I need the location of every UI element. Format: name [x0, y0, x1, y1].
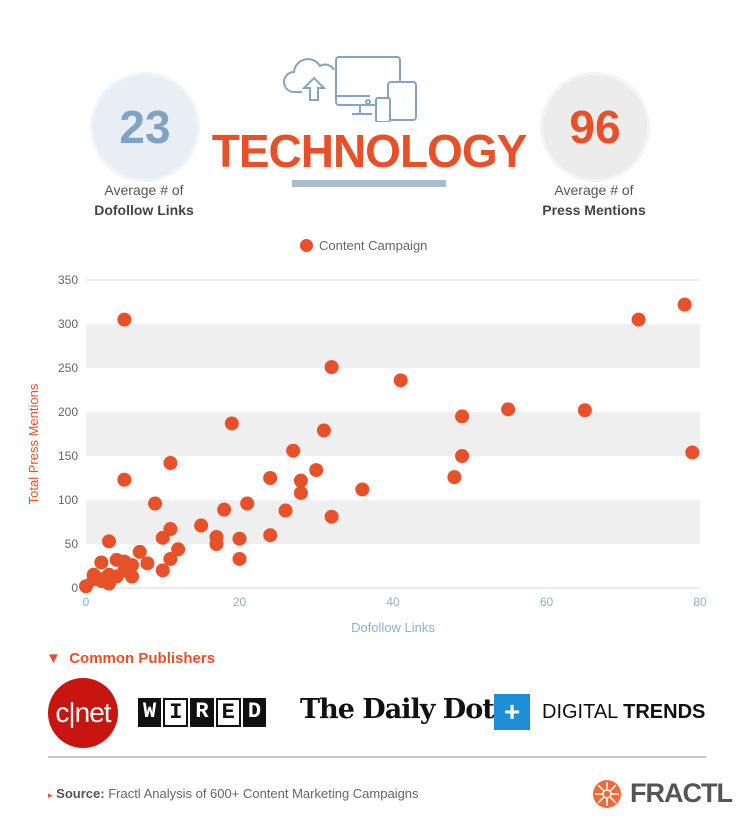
- data-point: [293, 485, 308, 500]
- y-tick-label: 150: [58, 449, 78, 463]
- avg-press-mentions-label: Average # of Press Mentions: [514, 180, 674, 220]
- avg-dofollow-links-value: 23: [90, 72, 200, 182]
- triangle-down-icon: ▼: [46, 650, 61, 667]
- source-label: Source:: [56, 786, 105, 801]
- data-point: [155, 563, 170, 578]
- data-point: [455, 409, 470, 424]
- data-point: [171, 542, 186, 557]
- bullet-icon: ▸: [48, 790, 53, 800]
- legend-marker: [300, 239, 313, 252]
- source-text: Fractl Analysis of 600+ Content Marketin…: [108, 786, 419, 801]
- grid-band: [86, 500, 700, 544]
- data-point: [117, 472, 132, 487]
- x-tick-label: 0: [83, 595, 90, 609]
- y-tick-label: 200: [58, 405, 78, 419]
- label-line1: Average # of: [554, 182, 634, 198]
- avg-press-mentions-value: 96: [540, 72, 650, 182]
- data-point: [278, 503, 293, 518]
- fractl-brand: FRACTL: [630, 778, 733, 808]
- data-point: [447, 470, 462, 485]
- label-line2: Press Mentions: [542, 202, 646, 218]
- x-tick-label: 80: [693, 595, 707, 609]
- data-point: [501, 402, 516, 417]
- scatter-chart: 0 50 100 150 200 250 300 350 0 20 40 60 80 Dofollow L…: [26, 273, 707, 635]
- y-tick-label: 100: [58, 493, 78, 507]
- x-tick-label: 20: [233, 595, 247, 609]
- daily-dot-logo: The Daily Dot: [300, 694, 495, 725]
- publishers-title: Common Publishers: [69, 650, 216, 667]
- avg-dofollow-links-label: Average # of Dofollow Links: [64, 180, 224, 220]
- data-point: [324, 360, 339, 375]
- data-point: [117, 563, 132, 578]
- data-point: [232, 551, 247, 566]
- source-note: ▸ Source: Fractl Analysis of 600+ Conten…: [48, 786, 419, 801]
- data-point: [309, 463, 324, 478]
- data-point: [316, 423, 331, 438]
- data-point: [163, 551, 178, 566]
- publishers-heading: ▼ Common Publishers: [46, 650, 215, 667]
- data-point: [94, 555, 109, 570]
- fractl-mark-icon: [593, 779, 621, 808]
- data-point: [163, 456, 178, 471]
- data-point: [117, 312, 132, 327]
- x-tick-label: 60: [540, 595, 554, 609]
- chart-legend: Content Campaign: [300, 238, 427, 253]
- data-point: [148, 496, 163, 511]
- data-point: [132, 544, 147, 559]
- data-point: [324, 509, 339, 524]
- y-tick-label: 50: [65, 537, 79, 551]
- data-point: [631, 312, 646, 327]
- header-icon: [280, 52, 430, 127]
- data-point: [577, 403, 592, 418]
- data-point: [194, 518, 209, 533]
- page-title: TECHNOLOGY: [211, 125, 528, 177]
- label-line1: Average # of: [104, 182, 184, 198]
- data-point: [217, 502, 232, 517]
- devices-cloud-icon: [283, 56, 417, 123]
- data-point: [685, 445, 700, 460]
- data-point: [224, 416, 239, 431]
- grid-band: [86, 324, 700, 368]
- y-tick-label: 250: [58, 361, 78, 375]
- y-tick-label: 350: [58, 273, 78, 287]
- data-point: [355, 482, 370, 497]
- data-point: [263, 528, 278, 543]
- label-line2: Dofollow Links: [94, 202, 194, 218]
- data-point: [140, 556, 155, 571]
- grid-band: [86, 412, 700, 456]
- fractl-logo: FRACTL: [592, 778, 733, 809]
- data-point: [86, 572, 101, 587]
- legend-label: Content Campaign: [319, 238, 428, 253]
- data-point: [209, 537, 224, 551]
- data-point: [455, 449, 470, 463]
- data-point: [263, 471, 278, 485]
- cnet-logo: c|net: [48, 678, 118, 748]
- data-point: [286, 443, 301, 458]
- digital-trends-logo: + DIGITAL TRENDS: [494, 694, 705, 730]
- data-point: [240, 496, 255, 511]
- title-underline: [292, 180, 446, 187]
- data-point: [677, 297, 692, 312]
- data-point: [393, 373, 408, 388]
- data-point: [102, 534, 117, 549]
- y-axis-title: Total Press Mentions: [26, 383, 41, 504]
- footer-divider: [48, 756, 706, 758]
- y-tick-label: 0: [71, 581, 78, 595]
- y-tick-label: 300: [58, 317, 78, 331]
- x-axis-title: Dofollow Links: [351, 620, 435, 635]
- x-tick-label: 40: [386, 595, 400, 609]
- wired-logo: W I R E D: [138, 698, 267, 727]
- data-point: [232, 531, 247, 546]
- data-point: [293, 473, 308, 488]
- data-point: [155, 530, 170, 545]
